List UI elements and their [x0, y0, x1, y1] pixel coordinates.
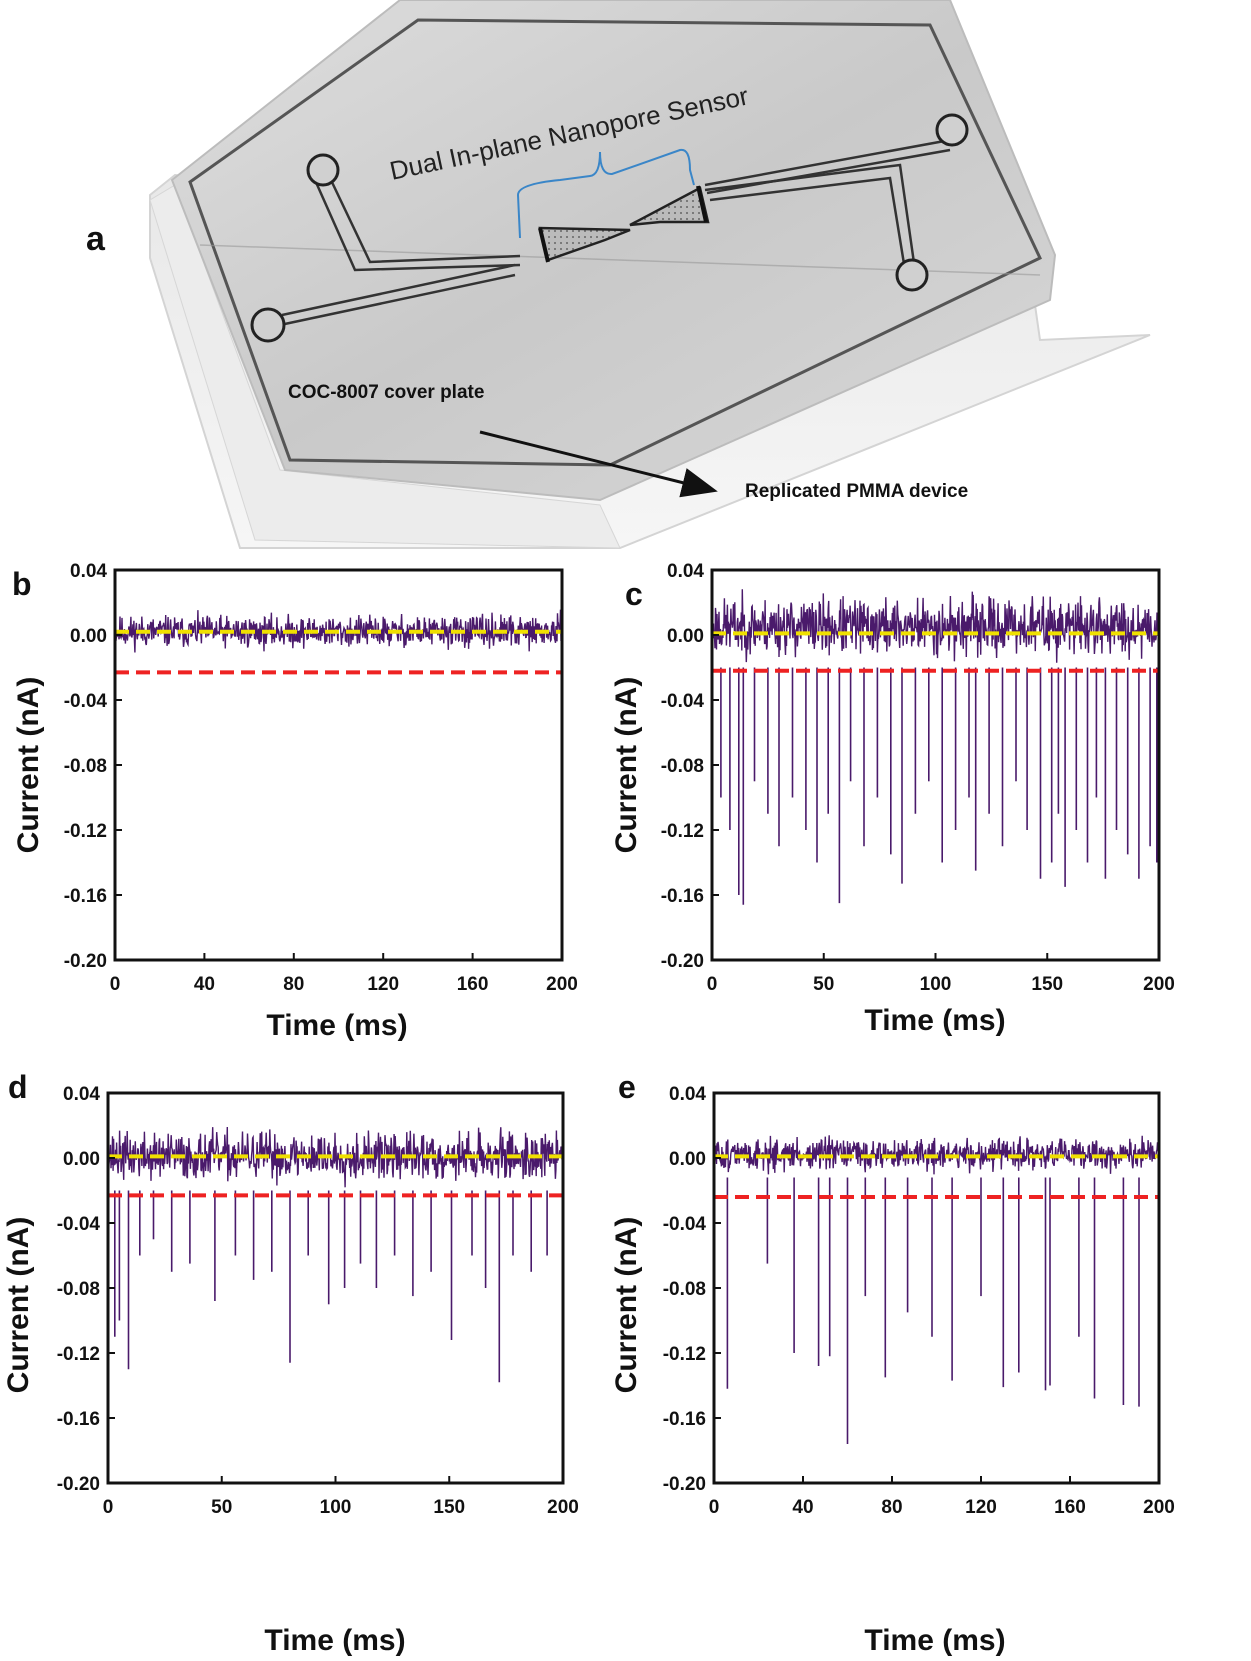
panel-d-plot: 0.04 0.00 -0.04 -0.08 -0.12 -0.16 -0.200 50 100 1…: [57, 1084, 579, 1518]
cover-plate-outline: [188, 18, 1042, 467]
panel-b-noise-trace: [114, 609, 563, 653]
panel-e-ytick-label-4: -0.12: [663, 1344, 706, 1365]
panel-d-ylabel: Current (nA): [2, 1217, 35, 1394]
panel-c-ytick-label-6: -0.20: [661, 951, 704, 972]
panel-e-plot: 0.04 0.00 -0.04 -0.08 -0.12 -0.16 -0.200 40 80 12…: [663, 1084, 1175, 1518]
panel-c-plot: 0.04 0.00 -0.04 -0.08 -0.12 -0.16 -0.200 50 100 1…: [661, 561, 1175, 995]
reservoir-4: [895, 258, 929, 292]
panel-b-ytick-label-2: -0.04: [64, 691, 108, 712]
panel-e-noise-trace: [713, 1135, 1160, 1175]
panel-c-noise-trace: [711, 589, 1160, 663]
panel-c-xlabel: Time (ms): [864, 1004, 1005, 1037]
panel-d: d Current (nA) Time (ms) 0.04 0.00 -0.04 -0…: [2, 1069, 579, 1657]
panel-d-xtick-label-3: 150: [433, 1497, 465, 1518]
cover-plate-label: COC-8007 cover plate: [288, 382, 484, 403]
panel-letter-a: a: [86, 220, 106, 258]
panel-d-ytick-label-4: -0.12: [57, 1344, 100, 1365]
panel-d-ytick-label-2: -0.04: [57, 1214, 101, 1235]
panel-letter-b: b: [12, 566, 32, 602]
panel-b-ytick-label-1: 0.00: [70, 626, 107, 647]
panel-e-xtick-label-5: 200: [1143, 1497, 1175, 1518]
panel-b-xtick-label-2: 80: [283, 974, 304, 995]
panel-c-ytick-label-2: -0.04: [661, 691, 705, 712]
panel-b-ytick-label-6: -0.20: [64, 951, 107, 972]
panel-b-xlabel: Time (ms): [266, 1009, 407, 1042]
panel-c-ytick-label-4: -0.12: [661, 821, 704, 842]
panel-e-xtick-label-3: 120: [965, 1497, 997, 1518]
panel-c-ytick-label-5: -0.16: [661, 886, 704, 907]
panel-e-xtick-label-0: 0: [709, 1497, 720, 1518]
panel-e-xtick-label-2: 80: [881, 1497, 902, 1518]
panel-letter-d: d: [8, 1069, 28, 1105]
device-label: Replicated PMMA device: [745, 481, 968, 502]
panel-c-ytick-label-3: -0.08: [661, 756, 704, 777]
panel-d-xtick-label-2: 100: [320, 1497, 352, 1518]
reservoir-2: [250, 307, 286, 343]
panel-d-xtick-label-1: 50: [211, 1497, 232, 1518]
panel-b-xtick-label-5: 200: [546, 974, 578, 995]
panel-e-xlabel: Time (ms): [864, 1624, 1005, 1657]
panel-d-noise-trace: [107, 1126, 564, 1188]
panel-c-xtick-label-3: 150: [1031, 974, 1063, 995]
panel-d-ytick-label-5: -0.16: [57, 1409, 100, 1430]
panel-e: e Current (nA) Time (ms) 0.04 0.00 -0.04 -0…: [610, 1069, 1175, 1657]
panel-c-ytick-label-0: 0.04: [667, 561, 704, 582]
panel-d-ytick-label-0: 0.04: [63, 1084, 100, 1105]
panel-b-xtick-label-0: 0: [110, 974, 121, 995]
panel-c: c Current (nA) Time (ms) 0.04 0.00 -0.04 -0…: [610, 561, 1175, 1037]
panel-c-xtick-label-4: 200: [1143, 974, 1175, 995]
panel-e-ytick-label-5: -0.16: [663, 1409, 706, 1430]
panel-b-ytick-label-0: 0.04: [70, 561, 107, 582]
panel-b-ylabel: Current (nA): [12, 677, 45, 854]
panel-b: b Current (nA) Time (ms) 0.04 0.00 -0.04 -0…: [12, 561, 578, 1042]
reservoir-3: [935, 113, 969, 147]
panel-b-plot: 0.04 0.00 -0.04 -0.08 -0.12 -0.16 -0.200 40 80 12…: [64, 561, 578, 995]
panel-b-ytick-label-4: -0.12: [64, 821, 107, 842]
panel-e-xtick-label-4: 160: [1054, 1497, 1086, 1518]
reservoir-1: [306, 153, 340, 187]
panel-e-ytick-label-1: 0.00: [669, 1149, 706, 1170]
panel-d-ytick-label-3: -0.08: [57, 1279, 100, 1300]
fluidic-channels: [279, 138, 951, 327]
panel-letter-c: c: [625, 576, 643, 612]
panel-c-xtick-label-2: 100: [920, 974, 952, 995]
panel-e-xtick-label-1: 40: [792, 1497, 813, 1518]
panel-d-xtick-label-4: 200: [547, 1497, 579, 1518]
panel-e-ytick-label-0: 0.04: [669, 1084, 706, 1105]
panel-e-ytick-label-2: -0.04: [663, 1214, 707, 1235]
panel-c-ylabel: Current (nA): [610, 677, 643, 854]
panel-b-xtick-label-1: 40: [194, 974, 215, 995]
panel-d-ytick-label-6: -0.20: [57, 1474, 100, 1495]
panel-e-ylabel: Current (nA): [610, 1217, 643, 1394]
panel-e-ytick-label-6: -0.20: [663, 1474, 706, 1495]
panel-c-xtick-label-0: 0: [707, 974, 718, 995]
panel-e-ytick-label-3: -0.08: [663, 1279, 706, 1300]
panel-c-ytick-label-1: 0.00: [667, 626, 704, 647]
panel-letter-e: e: [618, 1069, 636, 1105]
panel-b-ytick-label-5: -0.16: [64, 886, 107, 907]
panel-a: a: [86, 0, 1151, 549]
panel-c-xtick-label-1: 50: [813, 974, 834, 995]
panel-d-xlabel: Time (ms): [264, 1624, 405, 1657]
panel-d-xtick-label-0: 0: [103, 1497, 114, 1518]
panel-b-ytick-label-3: -0.08: [64, 756, 107, 777]
pointer-arrow: [479, 430, 718, 498]
sensor-bracket: [516, 148, 695, 239]
nanopore-funnel-right: [629, 186, 710, 227]
chip-illustration: [149, 0, 1151, 549]
panel-b-xtick-label-3: 120: [367, 974, 399, 995]
panel-d-ytick-label-1: 0.00: [63, 1149, 100, 1170]
panel-b-xtick-label-4: 160: [457, 974, 489, 995]
